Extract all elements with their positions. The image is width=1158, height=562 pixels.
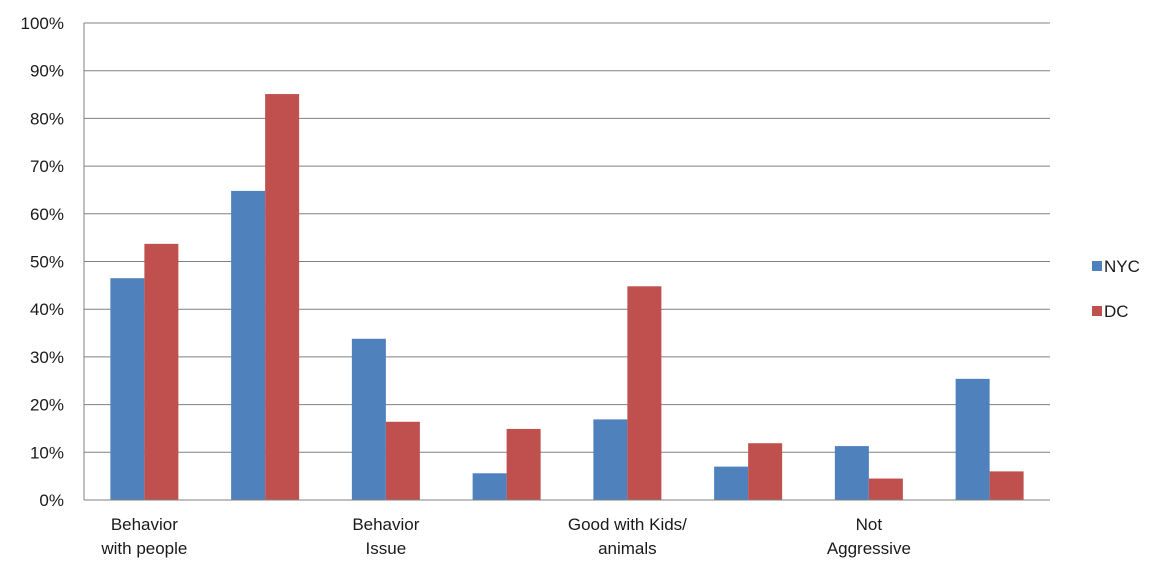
- legend: NYC DC: [1092, 257, 1140, 321]
- y-tick-label: 100%: [21, 14, 64, 33]
- x-tick-label: Good with Kids/animals: [568, 515, 687, 558]
- y-tick-label: 30%: [30, 348, 64, 367]
- x-axis-tick-labels: Behavior with people Behavior Issue Good wit…: [100, 515, 911, 558]
- bar-nyc-5: [714, 466, 749, 500]
- legend-label-nyc: NYC: [1104, 257, 1140, 276]
- legend-label-dc: DC: [1104, 302, 1129, 321]
- bar-dc-6: [868, 478, 903, 500]
- bar-dc-7: [989, 471, 1024, 500]
- y-tick-label: 10%: [30, 443, 64, 462]
- bar-dc-2: [385, 421, 420, 500]
- bar-nyc-3: [472, 473, 507, 500]
- y-axis-tick-labels: 0% 10% 20% 30% 40% 50% 60% 70% 80% 90% 100%: [21, 14, 64, 510]
- bar-dc-1: [265, 94, 300, 500]
- bar-nyc-7: [955, 378, 990, 500]
- bar-nyc-1: [231, 190, 266, 501]
- x-tick-label: Behavior with people: [100, 515, 187, 558]
- bars: [110, 94, 1024, 501]
- y-tick-label: 40%: [30, 300, 64, 319]
- y-tick-label: 90%: [30, 62, 64, 81]
- bar-nyc-6: [834, 446, 869, 500]
- gridlines: [84, 22, 1050, 453]
- bar-dc-3: [506, 428, 541, 500]
- x-tick-label: Not Aggressive: [827, 515, 911, 558]
- y-tick-label: 70%: [30, 157, 64, 176]
- bar-dc-0: [144, 243, 179, 500]
- bar-nyc-4: [593, 419, 628, 500]
- bar-nyc-0: [110, 278, 145, 500]
- legend-swatch-dc: [1092, 306, 1102, 316]
- y-tick-label: 50%: [30, 253, 64, 272]
- bar-dc-4: [627, 286, 662, 500]
- bar-dc-5: [748, 443, 783, 500]
- y-tick-label: 80%: [30, 109, 64, 128]
- bar-nyc-2: [351, 338, 386, 500]
- x-tick-label: Behavior Issue: [352, 515, 419, 558]
- y-tick-label: 60%: [30, 205, 64, 224]
- legend-swatch-nyc: [1092, 261, 1102, 271]
- y-tick-label: 20%: [30, 396, 64, 415]
- y-tick-label: 0%: [39, 491, 64, 510]
